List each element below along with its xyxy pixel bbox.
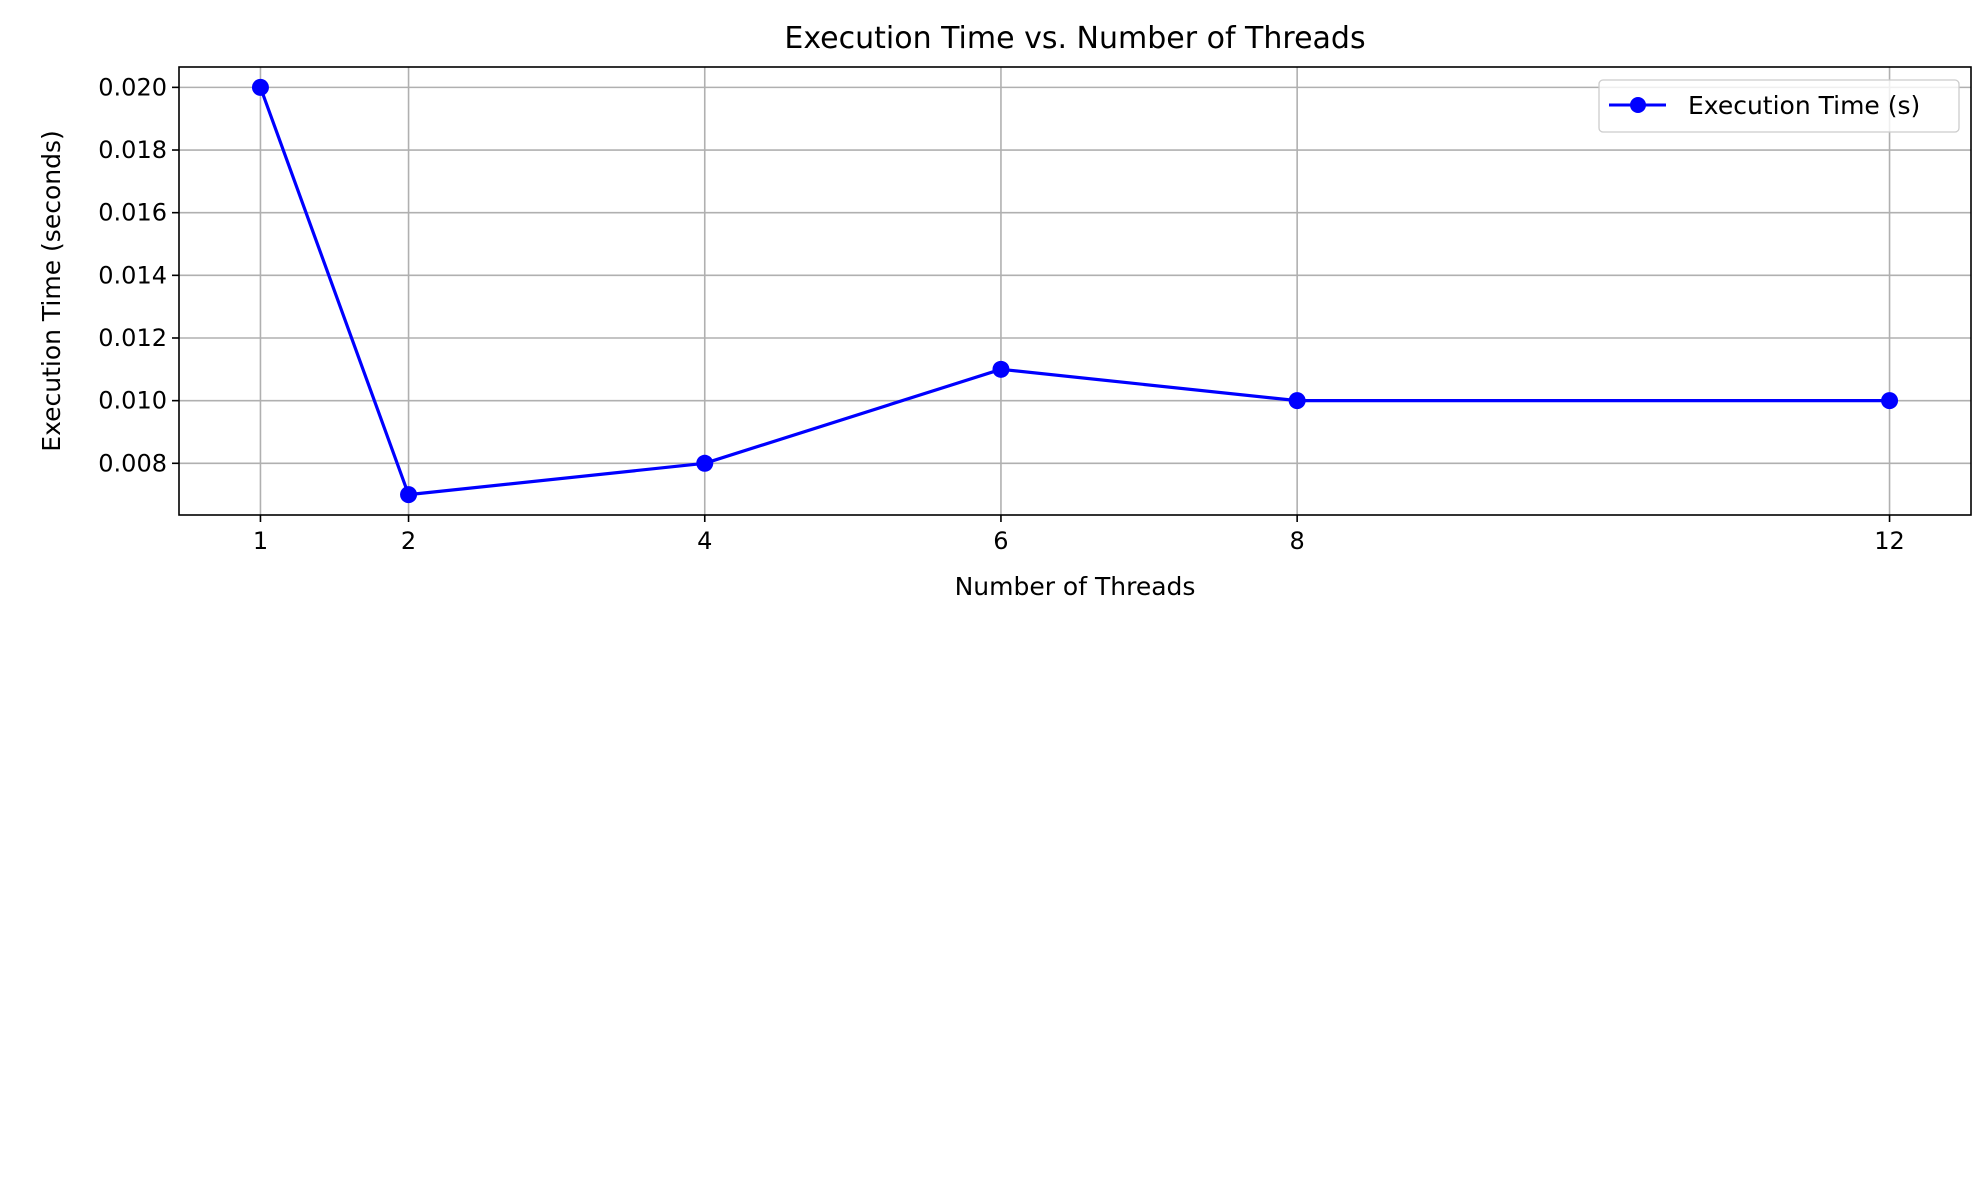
chart-title: Execution Time vs. Number of Threads	[784, 21, 1365, 56]
x-tick-label: 8	[1290, 527, 1305, 555]
data-point-marker	[1288, 392, 1306, 410]
x-tick-label: 1	[253, 527, 268, 555]
legend-box	[1598, 79, 1960, 133]
series-lines	[258, 86, 1890, 497]
grid-lines	[179, 67, 1971, 515]
data-point-marker	[992, 360, 1010, 378]
data-point-marker	[251, 78, 269, 96]
x-axis-label: Number of Threads	[955, 572, 1196, 601]
legend-label: Execution Time (s)	[1688, 91, 1920, 120]
series-line	[258, 86, 1890, 497]
x-tick-label: 6	[993, 527, 1008, 555]
plot-area-frame	[178, 66, 1972, 516]
legend-marker-swatch	[1630, 97, 1646, 113]
y-tick-label: 0.014	[98, 261, 167, 289]
y-tick-label: 0.020	[98, 73, 167, 101]
legend: Execution Time (s)	[1598, 79, 1960, 133]
x-axis-ticks: 1 2 4 6 8 12	[253, 515, 1905, 555]
series-markers	[251, 78, 1899, 504]
y-axis-ticks: 0.008 0.010 0.012 0.014 0.016 0.018 0.020	[98, 73, 179, 477]
x-tick-label: 4	[697, 527, 712, 555]
y-tick-label: 0.012	[98, 324, 167, 352]
y-tick-label: 0.018	[98, 136, 167, 164]
y-tick-label: 0.010	[98, 387, 167, 415]
y-tick-label: 0.016	[98, 199, 167, 227]
data-point-marker	[400, 486, 418, 504]
data-point-marker	[696, 454, 714, 472]
data-point-marker	[1881, 392, 1899, 410]
y-tick-label: 0.008	[98, 449, 167, 477]
x-tick-label: 2	[401, 527, 416, 555]
y-axis-label: Execution Time (seconds)	[37, 130, 66, 451]
x-tick-label: 12	[1874, 527, 1905, 555]
